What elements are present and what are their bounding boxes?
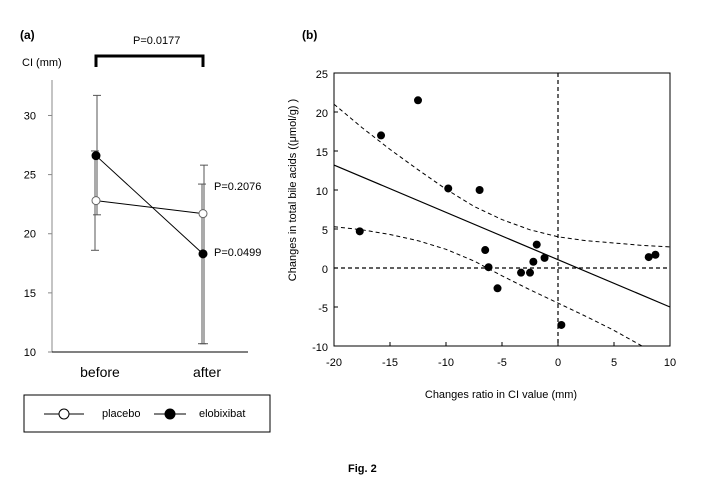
panel-a-label: (a) bbox=[20, 28, 35, 42]
legend-elobixibat-marker bbox=[164, 408, 176, 420]
x-category-label: before bbox=[80, 364, 120, 380]
data-point bbox=[540, 253, 549, 262]
legend-elobixibat-label: elobixibat bbox=[199, 408, 245, 420]
confidence-band-upper bbox=[333, 103, 671, 248]
panel-b-reference-lines bbox=[334, 73, 670, 346]
panel-b-plot-frame bbox=[333, 72, 671, 347]
x-tick-label: 10 bbox=[664, 357, 676, 369]
elobixibat-marker bbox=[91, 151, 101, 161]
panel-a-legend: placebo elobixibat bbox=[23, 394, 271, 433]
x-tick-label: 0 bbox=[555, 357, 561, 369]
panel-a-y-axis-label: CI (mm) bbox=[22, 57, 62, 69]
data-point bbox=[493, 284, 502, 293]
placebo-marker bbox=[91, 196, 101, 206]
y-tick-label: 0 bbox=[322, 264, 328, 276]
data-point bbox=[377, 131, 386, 140]
data-point bbox=[484, 263, 493, 272]
series-line bbox=[95, 200, 204, 215]
x-tick-label: -15 bbox=[382, 357, 398, 369]
y-tick-label: 5 bbox=[322, 225, 328, 237]
data-point bbox=[529, 257, 538, 266]
panel-b: (b) Changes in total bile acids ((μmol/g… bbox=[287, 28, 676, 401]
x-tick-label: 5 bbox=[611, 357, 617, 369]
panel-b-y-axis-label: Changes in total bile acids ((μmol/g) ) bbox=[287, 99, 299, 281]
data-point bbox=[481, 246, 490, 255]
y-tick-label: -5 bbox=[318, 303, 328, 315]
regression-line bbox=[333, 164, 671, 308]
data-point bbox=[414, 96, 422, 105]
series-line bbox=[95, 155, 204, 255]
panel-b-x-axis-label: Changes ratio in CI value (mm) bbox=[425, 389, 577, 401]
data-point bbox=[475, 186, 484, 194]
bracket-p-value: P=0.0177 bbox=[133, 35, 180, 47]
legend-placebo-label: placebo bbox=[102, 408, 141, 420]
x-category-label: after bbox=[193, 364, 221, 380]
y-tick-label: 10 bbox=[24, 347, 36, 359]
y-tick-label: 30 bbox=[24, 110, 36, 122]
data-point bbox=[557, 320, 566, 329]
panel-a: (a) CI (mm) 10 15 20 25 30 before after P=0.0… bbox=[20, 28, 271, 433]
significance-bracket bbox=[94, 54, 205, 67]
data-point bbox=[444, 184, 453, 193]
placebo-marker bbox=[198, 209, 208, 219]
panel-a-y-ticks: 10 15 20 25 30 bbox=[24, 110, 52, 359]
data-point bbox=[517, 268, 526, 277]
y-tick-label: -10 bbox=[312, 342, 328, 354]
y-tick-label: 15 bbox=[24, 288, 36, 300]
data-point bbox=[355, 227, 364, 236]
elobixibat-p-value: P=0.0499 bbox=[214, 247, 261, 259]
y-tick-label: 20 bbox=[316, 108, 328, 120]
panel-a-error-bars bbox=[91, 94, 208, 345]
panel-b-confidence-bands bbox=[333, 103, 671, 347]
y-tick-label: 20 bbox=[24, 229, 36, 241]
data-point bbox=[644, 253, 653, 262]
data-point bbox=[651, 250, 660, 259]
elobixibat-marker bbox=[198, 249, 208, 259]
placebo-p-value: P=0.2076 bbox=[214, 181, 261, 193]
panel-a-series-lines bbox=[95, 155, 204, 255]
y-tick-label: 15 bbox=[316, 147, 328, 159]
panel-a-x-categories: before after bbox=[80, 364, 221, 380]
x-tick-label: -10 bbox=[438, 357, 454, 369]
confidence-band-lower bbox=[333, 226, 643, 347]
panel-b-x-ticks: -20 -15 -10 -5 0 5 10 bbox=[326, 342, 676, 369]
panel-b-y-ticks: -10 -5 0 5 10 15 20 25 bbox=[312, 69, 338, 354]
data-point bbox=[526, 268, 534, 277]
data-point bbox=[532, 240, 541, 249]
panel-b-regression bbox=[333, 164, 671, 308]
legend-placebo-marker bbox=[58, 408, 70, 420]
panel-a-markers bbox=[91, 151, 208, 259]
panel-b-label: (b) bbox=[302, 28, 317, 42]
x-tick-label: -5 bbox=[497, 357, 507, 369]
y-tick-label: 25 bbox=[316, 69, 328, 81]
y-tick-label: 25 bbox=[24, 170, 36, 182]
x-tick-label: -20 bbox=[326, 357, 342, 369]
figure-caption: Fig. 2 bbox=[348, 463, 377, 475]
panel-b-points bbox=[355, 96, 660, 329]
y-tick-label: 10 bbox=[316, 186, 328, 198]
